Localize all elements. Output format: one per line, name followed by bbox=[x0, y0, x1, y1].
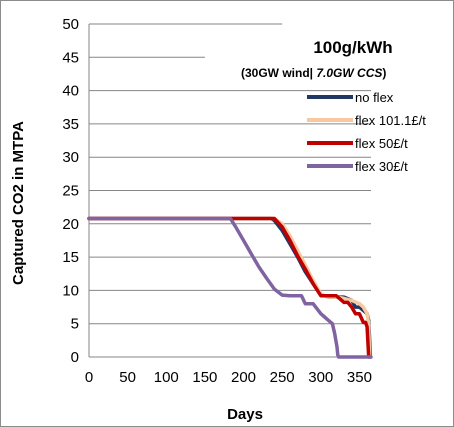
y-tick-label: 10 bbox=[62, 282, 79, 299]
legend: no flex flex 101.1£/t flex 50£/t flex 30£/t bbox=[307, 90, 426, 174]
y-tick-label: 35 bbox=[62, 116, 79, 133]
y-tick-label: 20 bbox=[62, 216, 79, 233]
chart-title: 100g/kWh bbox=[313, 38, 392, 57]
y-tick-label: 5 bbox=[71, 316, 79, 333]
legend-label-3: flex 50£/t bbox=[355, 136, 408, 151]
y-tick-label: 0 bbox=[71, 349, 79, 366]
series-line-1 bbox=[87, 216, 372, 359]
subtitle-bold-part: (30GW wind| bbox=[241, 66, 316, 80]
y-tick-label: 45 bbox=[62, 49, 79, 66]
x-tick-label: 0 bbox=[85, 369, 93, 386]
y-axis-label: Captured CO2 in MTPA bbox=[10, 121, 27, 285]
subtitle-end: ) bbox=[382, 66, 386, 80]
y-tick-label: 50 bbox=[62, 16, 79, 33]
x-tick-label: 300 bbox=[308, 369, 333, 386]
legend-label-1: no flex bbox=[355, 90, 394, 105]
series-line-2 bbox=[87, 216, 372, 359]
y-tick-label: 40 bbox=[62, 83, 79, 100]
y-tick-label: 25 bbox=[62, 183, 79, 200]
ticks-layer: 0 5 10 15 20 25 30 35 40 45 50 0 50 100 150 200 250 300 35… bbox=[62, 16, 372, 386]
x-tick-label: 50 bbox=[119, 369, 136, 386]
x-tick-label: 250 bbox=[270, 369, 295, 386]
subtitle-italic-part: 7.0GW CCS bbox=[316, 66, 382, 80]
legend-label-2: flex 101.1£/t bbox=[355, 113, 426, 128]
legend-label-4: flex 30£/t bbox=[355, 159, 408, 174]
grid-layer bbox=[88, 23, 371, 358]
series-line-4 bbox=[87, 216, 373, 359]
y-tick-label: 30 bbox=[62, 149, 79, 166]
x-tick-label: 150 bbox=[192, 369, 217, 386]
x-axis-label: Days bbox=[227, 406, 263, 423]
y-tick-label: 15 bbox=[62, 249, 79, 266]
series-layer bbox=[87, 216, 373, 359]
chart-subtitle: (30GW wind| 7.0GW CCS) bbox=[241, 66, 386, 80]
x-tick-label: 200 bbox=[231, 369, 256, 386]
series-line-3 bbox=[87, 216, 371, 359]
x-tick-label: 100 bbox=[154, 369, 179, 386]
x-tick-label: 350 bbox=[347, 369, 372, 386]
